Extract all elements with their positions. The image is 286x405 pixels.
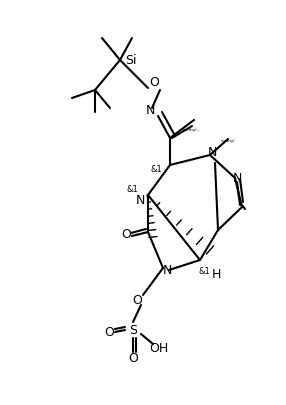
Text: N: N	[145, 104, 155, 117]
Text: &1: &1	[198, 267, 210, 277]
Text: O: O	[104, 326, 114, 339]
Text: O: O	[132, 294, 142, 307]
Text: OH: OH	[149, 341, 169, 354]
Text: Si: Si	[125, 53, 136, 66]
Text: O: O	[149, 75, 159, 89]
Text: S: S	[129, 324, 137, 337]
Text: &1: &1	[150, 166, 162, 175]
Text: &1: &1	[126, 185, 138, 194]
Text: methyl: methyl	[221, 139, 235, 143]
Text: N: N	[135, 194, 145, 207]
Text: H: H	[211, 267, 221, 281]
Text: N: N	[232, 171, 242, 185]
Text: O: O	[121, 228, 131, 241]
Text: N: N	[162, 264, 172, 277]
Text: O: O	[128, 352, 138, 365]
Text: N: N	[207, 147, 217, 160]
Text: methyl...: methyl...	[183, 128, 201, 132]
